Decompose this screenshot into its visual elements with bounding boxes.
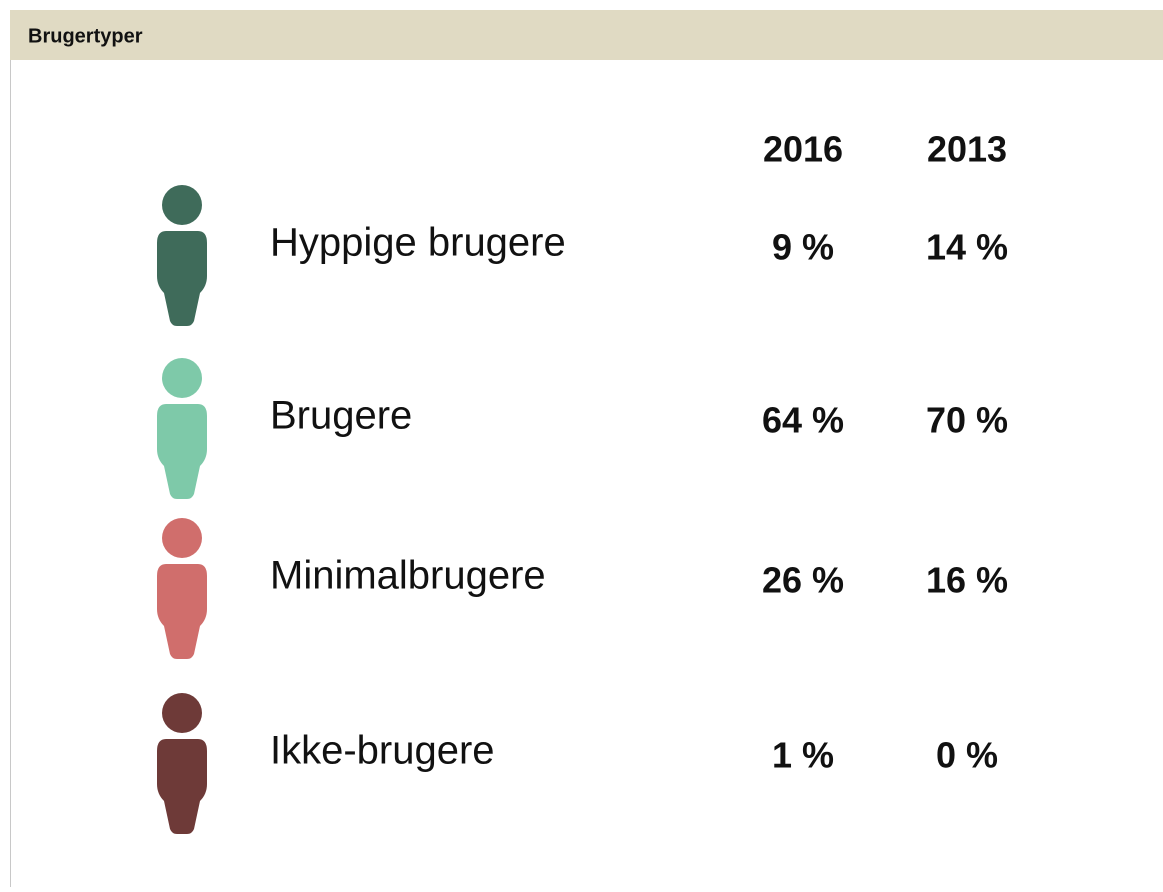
person-icon-head (162, 693, 202, 733)
header-bar (10, 10, 1163, 60)
person-icon-head (162, 358, 202, 398)
row-value: 16 % (926, 560, 1008, 601)
row-value: 64 % (762, 400, 844, 441)
person-icon-body (157, 404, 207, 499)
row-value: 70 % (926, 400, 1008, 441)
row-value: 14 % (926, 227, 1008, 268)
row-value: 9 % (772, 227, 834, 268)
column-header: 2013 (927, 129, 1007, 170)
header-title: Brugertyper (28, 25, 143, 47)
row-value: 1 % (772, 735, 834, 776)
person-icon-head (162, 518, 202, 558)
row-label: Ikke-brugere (270, 729, 495, 773)
person-icon-head (162, 185, 202, 225)
person-icon-body (157, 231, 207, 326)
column-header: 2016 (763, 129, 843, 170)
person-icon-body (157, 739, 207, 834)
row-label: Hyppige brugere (270, 221, 566, 265)
row-label: Minimalbrugere (270, 554, 546, 598)
row-label: Brugere (270, 394, 412, 438)
row-value: 26 % (762, 560, 844, 601)
person-icon-body (157, 564, 207, 659)
row-value: 0 % (936, 735, 998, 776)
